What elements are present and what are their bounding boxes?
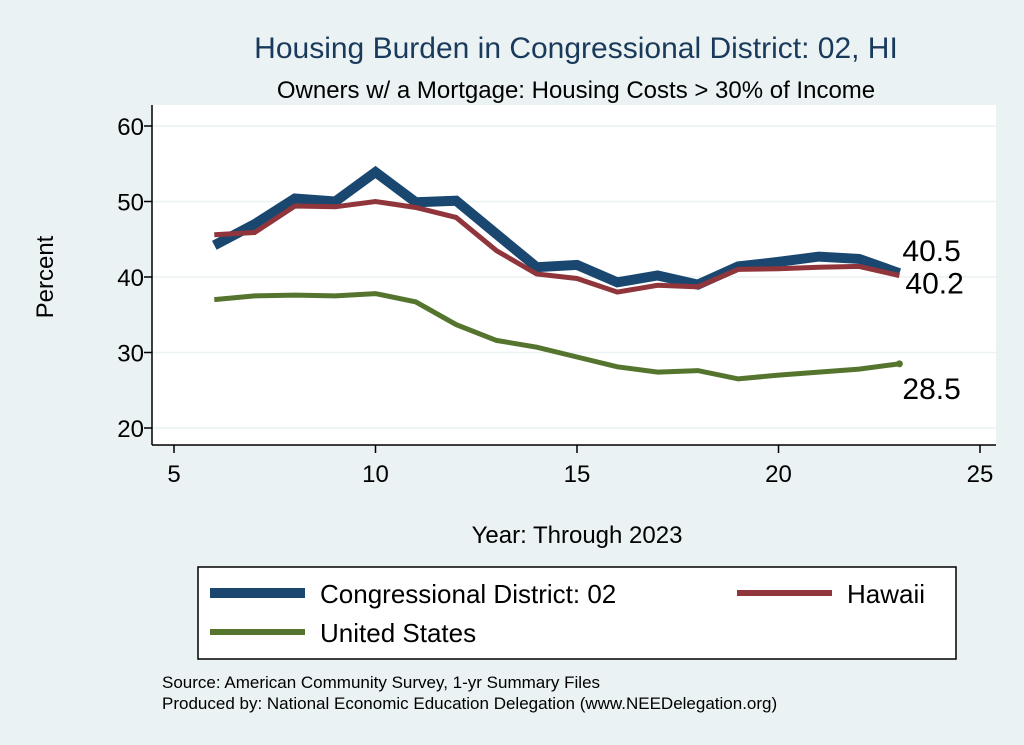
x-tick-label: 20 xyxy=(765,461,792,488)
produced-by-note: Produced by: National Economic Education… xyxy=(162,694,777,713)
chart-title: Housing Burden in Congressional District… xyxy=(254,32,898,65)
x-tick-label: 25 xyxy=(967,461,994,488)
plot-area xyxy=(152,105,996,445)
axes-layer: 20 30 40 50 60 5 10 15 20 25 xyxy=(117,105,996,488)
series-layer xyxy=(211,165,903,382)
x-axis-label: Year: Through 2023 xyxy=(472,522,683,549)
series-line-us xyxy=(214,291,900,382)
end-label-hawaii: 40.2 xyxy=(905,267,963,300)
x-tick-label: 15 xyxy=(564,461,591,488)
series-line-hawaii xyxy=(214,198,900,295)
legend: Congressional District: 02 Hawaii United… xyxy=(197,566,957,660)
chart-subtitle: Owners w/ a Mortgage: Housing Costs > 30… xyxy=(277,77,875,104)
end-labels-layer: 40.540.2 28.5 xyxy=(902,235,963,406)
end-label-district: 40.5 xyxy=(902,235,960,268)
x-tick-label: 10 xyxy=(362,461,389,488)
y-tick-label: 50 xyxy=(117,190,144,217)
x-tick-label: 5 xyxy=(167,461,180,488)
end-label-us: 28.5 xyxy=(902,373,960,406)
series-end-marker-us xyxy=(895,360,903,368)
legend-label-district: Congressional District: 02 xyxy=(320,579,616,609)
y-tick-label: 30 xyxy=(117,341,144,368)
legend-label-hawaii: Hawaii xyxy=(847,579,925,609)
legend-box xyxy=(197,566,957,660)
source-note: Source: American Community Survey, 1-yr … xyxy=(162,673,600,692)
y-tick-label: 40 xyxy=(117,265,144,292)
y-tick-label: 60 xyxy=(117,114,144,141)
legend-label-us: United States xyxy=(320,618,476,648)
y-tick-label: 20 xyxy=(117,416,144,443)
series-line-district xyxy=(211,165,902,290)
y-axis-label: Percent xyxy=(32,235,59,318)
